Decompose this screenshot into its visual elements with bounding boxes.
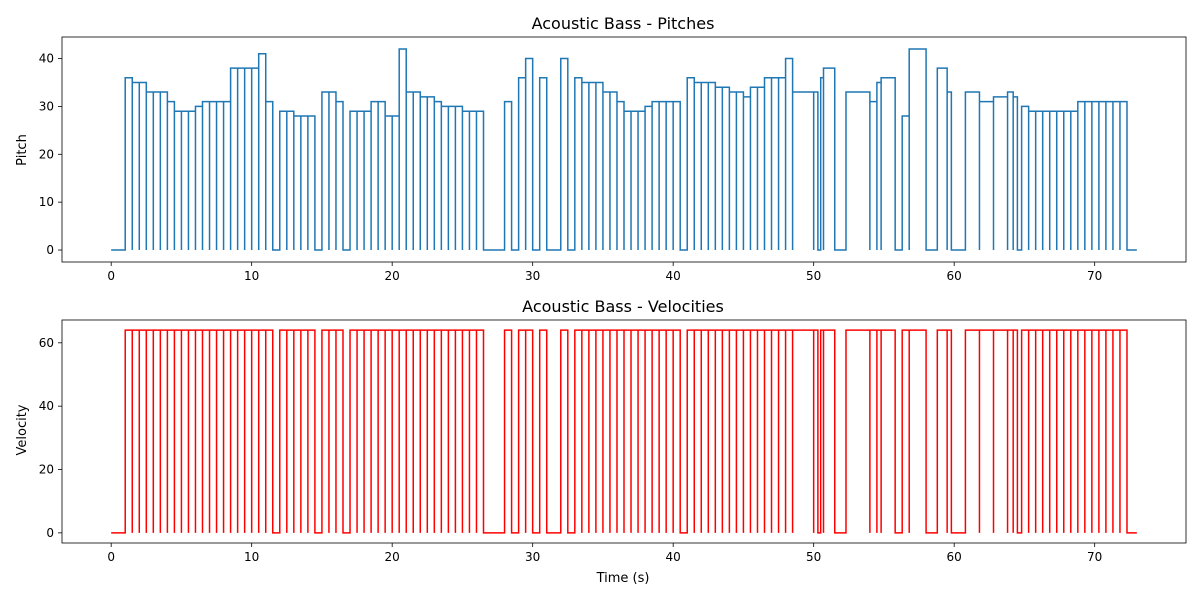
pitch-y-axis-label: Pitch: [15, 134, 30, 166]
pitch-chart-panel: Acoustic Bass - Pitches Pitch 0 10 20 30 40 5…: [15, 14, 1187, 283]
velocity-x-tick-label: 20: [385, 550, 400, 564]
velocity-x-tick-label: 30: [525, 550, 540, 564]
pitch-axes-frame: [61, 36, 1187, 263]
pitch-y-tick-label: 10: [39, 195, 54, 209]
pitch-series-line: [111, 48, 1137, 251]
pitch-y-tick-label: 0: [46, 243, 54, 257]
pitch-x-tick-label: 60: [947, 269, 962, 283]
velocity-plot-area: 0 10 20 30 40 50 60 70 0 20 40 60: [39, 319, 1187, 564]
pitch-x-tick-label: 0: [107, 269, 115, 283]
velocity-y-tick-label: 20: [39, 463, 54, 477]
velocity-y-tick-label: 60: [39, 336, 54, 350]
pitch-x-tick-label: 10: [244, 269, 259, 283]
pitch-plot-area: 0 10 20 30 40 50 60 70 0 10 20 30 40: [39, 36, 1187, 283]
velocity-y-tick-label: 40: [39, 399, 54, 413]
velocity-axes-frame: [61, 319, 1187, 544]
velocity-series-line: [111, 329, 1137, 534]
pitch-x-tick-label: 40: [666, 269, 681, 283]
pitch-chart-title: Acoustic Bass - Pitches: [532, 14, 715, 33]
velocity-x-tick-label: 10: [244, 550, 259, 564]
time-x-axis-label: Time (s): [596, 571, 650, 586]
pitch-x-tick-label: 30: [525, 269, 540, 283]
pitch-x-tick-label: 70: [1087, 269, 1102, 283]
pitch-y-tick-label: 40: [39, 52, 54, 66]
velocity-y-axis-label: Velocity: [15, 404, 30, 455]
pitch-x-tick-label: 20: [385, 269, 400, 283]
velocity-x-tick-label: 60: [947, 550, 962, 564]
pitch-y-tick-label: 30: [39, 99, 54, 113]
velocity-chart-panel: Acoustic Bass - Velocities Velocity Time…: [15, 297, 1187, 586]
velocity-x-tick-label: 70: [1087, 550, 1102, 564]
pitch-y-tick-label: 20: [39, 147, 54, 161]
velocity-chart-title: Acoustic Bass - Velocities: [522, 297, 724, 316]
velocity-x-tick-label: 40: [666, 550, 681, 564]
pitch-x-tick-label: 50: [806, 269, 821, 283]
velocity-x-tick-label: 50: [806, 550, 821, 564]
velocity-y-tick-label: 0: [46, 526, 54, 540]
velocity-x-tick-label: 0: [107, 550, 115, 564]
